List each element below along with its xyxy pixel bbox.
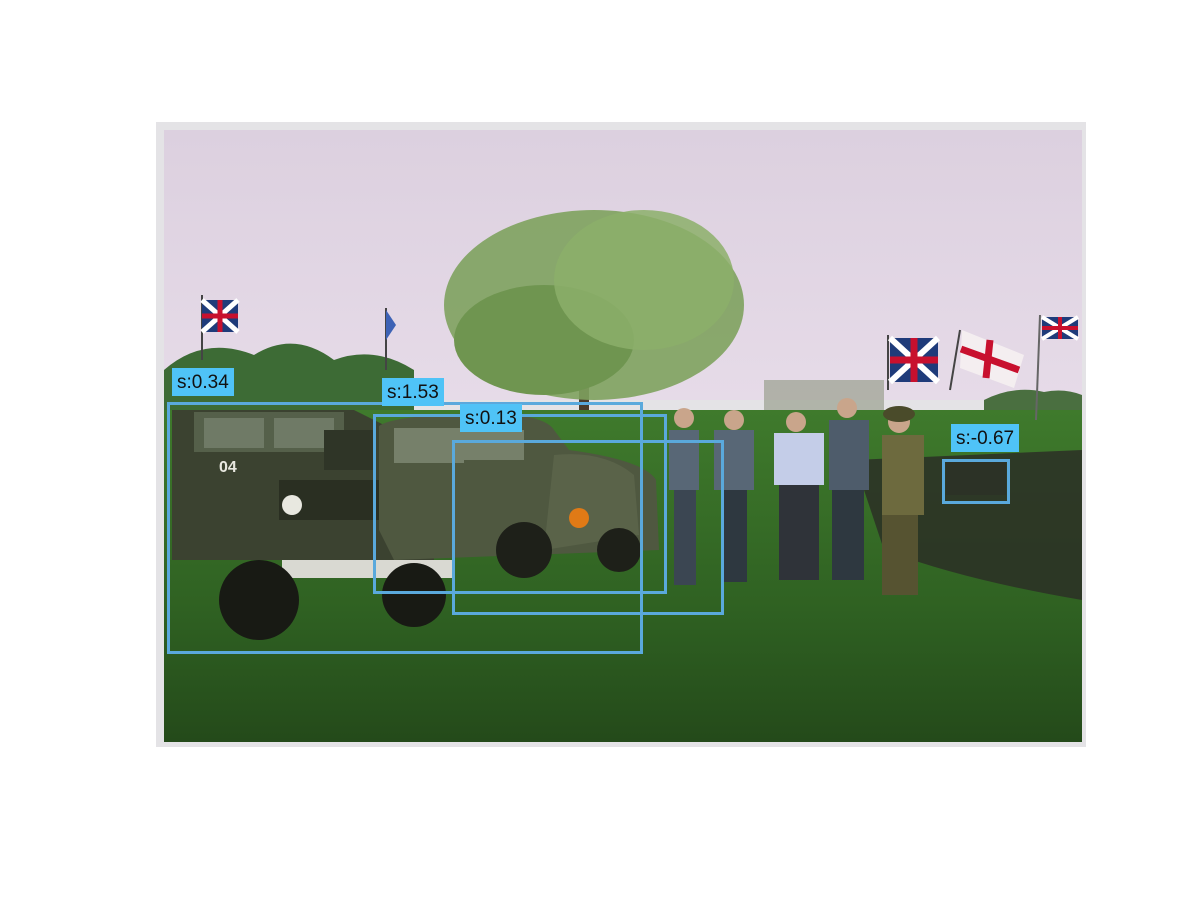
staff-car xyxy=(379,413,659,578)
flag-stgeorge xyxy=(949,329,1024,391)
detection-score-label: s:0.34 xyxy=(172,368,234,396)
flag-union-far xyxy=(1035,314,1080,421)
jeep: 04 xyxy=(172,410,452,640)
tree xyxy=(444,210,744,420)
flag-union-right xyxy=(887,335,941,390)
scene-photo: 04 xyxy=(164,130,1082,742)
detection-score-label: s:0.13 xyxy=(460,404,522,432)
detection-score-label: s:1.53 xyxy=(382,378,444,406)
airmen xyxy=(669,398,924,595)
detection-score-label: s:-0.67 xyxy=(951,424,1020,452)
far-vehicle xyxy=(946,460,1006,495)
jeep-number: 04 xyxy=(219,459,237,476)
detection-box-3 xyxy=(452,440,724,615)
flag-left xyxy=(200,295,240,360)
flag-blue xyxy=(385,308,396,370)
detection-box-4 xyxy=(942,459,1010,504)
